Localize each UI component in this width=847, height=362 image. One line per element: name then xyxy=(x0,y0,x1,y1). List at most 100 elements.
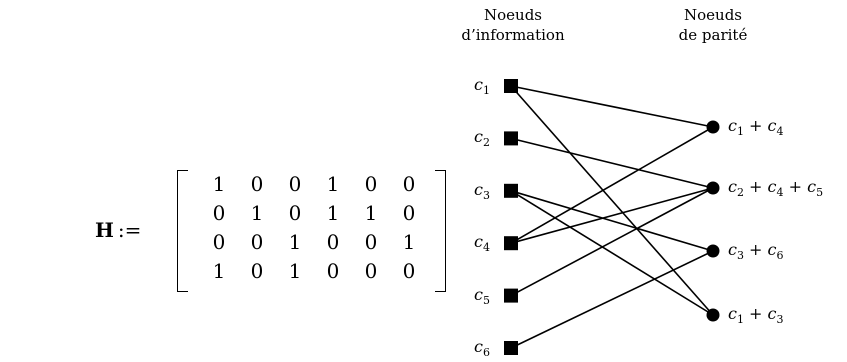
parity-node-label: c3 + c6 xyxy=(728,240,784,262)
term-base: c xyxy=(767,240,777,259)
matrix-cell: 1 xyxy=(364,201,378,225)
edge xyxy=(510,190,714,316)
term-subscript: 6 xyxy=(776,249,784,263)
edge xyxy=(510,190,714,252)
plus-sign: + xyxy=(783,177,808,196)
term-subscript: 2 xyxy=(736,186,744,200)
edge xyxy=(510,187,714,244)
info-node-base: c xyxy=(474,337,483,356)
term-subscript: 3 xyxy=(736,249,744,263)
plus-sign: + xyxy=(743,116,768,135)
matrix-cell: 0 xyxy=(402,172,416,196)
parity-node-circle xyxy=(706,181,720,195)
info-node-label: c3 xyxy=(474,180,490,202)
info-node-label: c6 xyxy=(474,337,490,359)
info-node-square xyxy=(504,131,518,146)
info-title-line-1: Noeuds xyxy=(484,6,542,24)
edge xyxy=(510,126,714,244)
term-base: c xyxy=(767,304,777,323)
matrix-cell: 0 xyxy=(250,172,264,196)
matrix-cell: 1 xyxy=(402,230,416,254)
info-node-label: c5 xyxy=(474,285,490,307)
matrix-cell: 0 xyxy=(364,172,378,196)
info-node-label: c2 xyxy=(474,127,490,149)
matrix-cell: 0 xyxy=(402,201,416,225)
matrix-cell: 1 xyxy=(326,172,340,196)
parity-node-label: c1 + c4 xyxy=(728,116,784,138)
info-node-base: c xyxy=(474,284,483,304)
info-title-line-2: d’information xyxy=(461,26,565,44)
parity-title-line-2: de parité xyxy=(678,26,748,44)
info-node-subscript: 6 xyxy=(482,346,490,360)
assign-symbol: := xyxy=(117,218,142,242)
matrix-cell: 0 xyxy=(402,259,416,283)
matrix-cell: 0 xyxy=(250,259,264,283)
parity-node-circle xyxy=(706,120,720,134)
matrix-cell: 0 xyxy=(288,201,302,225)
matrix-cell: 0 xyxy=(212,201,226,225)
info-node-base: c xyxy=(474,127,483,147)
matrix-cell: 1 xyxy=(326,201,340,225)
term-base: c xyxy=(728,240,737,259)
matrix-cell: 1 xyxy=(212,259,226,283)
matrix-cell: 0 xyxy=(250,230,264,254)
info-node-square xyxy=(504,236,518,251)
matrix-cell: 1 xyxy=(250,201,264,225)
plus-sign: + xyxy=(743,304,768,323)
matrix-cell: 0 xyxy=(288,172,302,196)
matrix-cell: 1 xyxy=(212,172,226,196)
matrix-cell: 0 xyxy=(326,230,340,254)
parity-title-line-1: Noeuds xyxy=(684,6,742,24)
edge xyxy=(510,137,714,189)
info-node-subscript: 3 xyxy=(482,188,490,202)
info-node-square xyxy=(504,341,518,355)
term-subscript: 4 xyxy=(776,125,784,139)
right-bracket xyxy=(435,170,446,292)
info-node-base: c xyxy=(474,232,483,252)
info-node-base: c xyxy=(474,75,483,94)
parity-node-label: c1 + c3 xyxy=(728,304,784,326)
edge xyxy=(510,250,714,349)
term-base: c xyxy=(728,304,737,323)
info-nodes-title: Noeuds d’information xyxy=(443,5,583,45)
info-node-subscript: 4 xyxy=(482,241,490,255)
edge xyxy=(510,187,714,297)
info-node-square xyxy=(504,183,518,198)
parity-node-label: c2 + c4 + c5 xyxy=(728,177,823,199)
plus-sign: + xyxy=(743,177,768,196)
edge xyxy=(510,85,714,128)
term-subscript: 5 xyxy=(816,186,824,200)
info-node-square xyxy=(504,288,518,303)
term-base: c xyxy=(728,177,737,196)
term-subscript: 1 xyxy=(736,313,744,327)
edge xyxy=(510,85,714,316)
parity-node-circle xyxy=(706,308,720,322)
info-node-base: c xyxy=(474,179,483,199)
term-base: c xyxy=(807,177,817,196)
matrix-cell: 1 xyxy=(288,230,302,254)
matrix-cell: 0 xyxy=(364,230,378,254)
term-subscript: 3 xyxy=(776,313,784,327)
term-subscript: 1 xyxy=(736,125,744,139)
term-base: c xyxy=(767,116,777,135)
info-node-subscript: 5 xyxy=(482,293,490,307)
info-node-subscript: 2 xyxy=(482,136,490,150)
matrix-label: H := xyxy=(95,170,195,290)
plus-sign: + xyxy=(743,240,768,259)
info-node-label: c1 xyxy=(474,75,490,97)
matrix-symbol: H xyxy=(95,218,114,242)
parity-node-circle xyxy=(706,244,720,258)
term-base: c xyxy=(767,177,777,196)
term-base: c xyxy=(728,116,737,135)
matrix-cell: 1 xyxy=(288,259,302,283)
term-subscript: 4 xyxy=(776,186,784,200)
info-node-label: c4 xyxy=(474,232,490,254)
parity-nodes-title: Noeuds de parité xyxy=(643,5,783,45)
matrix-cell: 0 xyxy=(212,230,226,254)
info-node-subscript: 1 xyxy=(482,84,490,98)
matrix-cell: 0 xyxy=(326,259,340,283)
